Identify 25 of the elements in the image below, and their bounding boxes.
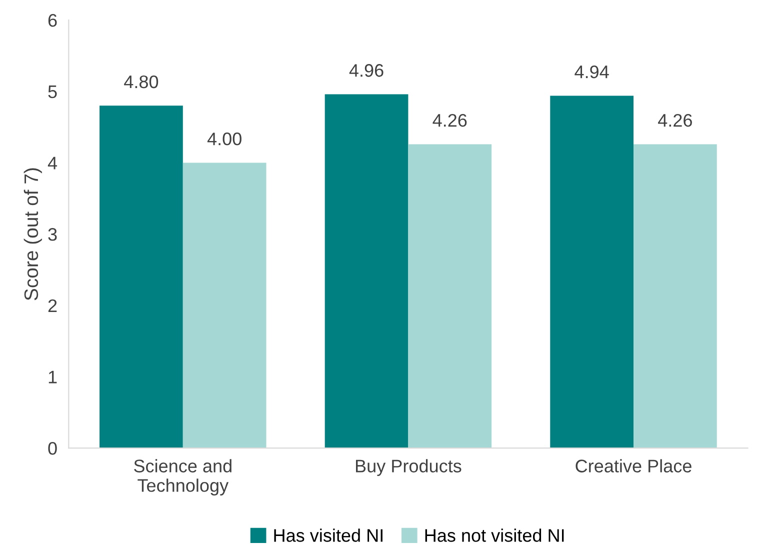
x-tick-label: Buy Products (356, 459, 462, 476)
bar (550, 96, 634, 448)
data-label: 4.26 (658, 114, 692, 127)
y-tick-label: 3 (48, 228, 57, 241)
data-label: 4.00 (207, 132, 242, 146)
legend-label: Has visited NI (274, 528, 382, 542)
y-tick-label: 0 (48, 442, 57, 455)
bar (408, 144, 492, 448)
data-label: 4.96 (349, 64, 384, 77)
legend-label: Has not visited NI (425, 528, 564, 542)
y-tick-label: 2 (48, 299, 57, 312)
y-tick-label: 6 (48, 14, 57, 27)
bar (634, 144, 717, 448)
data-label: 4.94 (574, 65, 609, 78)
y-tick-label: 1 (48, 370, 57, 384)
x-tick-label: Science and Technology (134, 459, 232, 496)
data-label: 4.26 (432, 114, 467, 127)
bar (324, 94, 408, 448)
bar (100, 106, 183, 448)
bar (182, 162, 266, 448)
y-tick-label: 5 (48, 86, 57, 98)
y-tick-label: 4 (48, 156, 58, 170)
x-tick-label: Creative Place (576, 459, 692, 472)
data-label: 4.80 (124, 75, 158, 88)
y-axis-title: Score (out of 7) (24, 168, 42, 300)
